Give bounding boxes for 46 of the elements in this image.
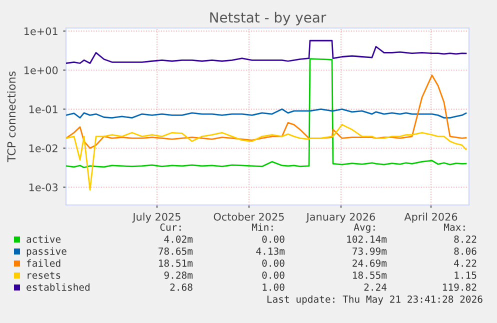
text: 4.13m — [256, 247, 285, 255]
text: Cur: — [160, 223, 181, 231]
text: 0.00 — [262, 271, 284, 279]
line-series — [66, 40, 467, 64]
legend-label: resets — [28, 272, 60, 279]
text: 73.99m — [352, 247, 387, 255]
text: 18.55m — [353, 271, 387, 279]
y-tick-label: 1e-02 — [29, 144, 58, 152]
text: 0.00 — [262, 259, 284, 267]
x-tick-label: October 2025 — [214, 212, 284, 221]
text: 1.15 — [454, 272, 476, 279]
text: Min: — [252, 223, 273, 231]
text: Last update: Thu May 21 23:41:28 2026 — [267, 295, 482, 305]
line-series — [66, 58, 467, 168]
line-series — [66, 124, 467, 191]
text: 4.22 — [454, 259, 476, 267]
y-tick-label: 1e+01 — [24, 27, 58, 36]
y-tick-label: 1e+00 — [24, 66, 58, 74]
line-series — [66, 108, 467, 118]
x-tick-label: April 2026 — [404, 212, 458, 223]
text: 8.06 — [454, 247, 476, 255]
text: Avg: — [354, 224, 375, 233]
text: 1.00 — [262, 283, 284, 291]
y-tick-label: 1e-01 — [29, 105, 58, 114]
text: 102.14m — [347, 235, 387, 243]
legend-label: failed — [26, 259, 60, 267]
text: 8.22 — [454, 235, 476, 243]
y-axis-title: TCP connections — [7, 71, 16, 162]
line-series — [66, 74, 467, 149]
legend-label: established — [26, 283, 90, 291]
legend-label: passive — [26, 247, 66, 257]
x-tick-label: July 2025 — [132, 212, 180, 223]
legend-label: active — [26, 235, 61, 243]
y-tick-label: 1e-03 — [29, 183, 58, 192]
text: 9.28m — [164, 271, 193, 279]
text: Max: — [444, 224, 465, 231]
text: 2.68 — [170, 283, 192, 291]
text: 18.51m — [159, 259, 193, 267]
x-tick-label: January 2026 — [306, 212, 375, 223]
text: 0.00 — [262, 235, 284, 243]
text: 24.69m — [352, 259, 387, 267]
text: 2.24 — [364, 283, 387, 291]
chart-title: Netstat - by year — [210, 12, 326, 26]
text: 78.65m — [158, 247, 193, 255]
text: 4.02m — [164, 235, 193, 243]
text: 119.82 — [443, 283, 476, 291]
